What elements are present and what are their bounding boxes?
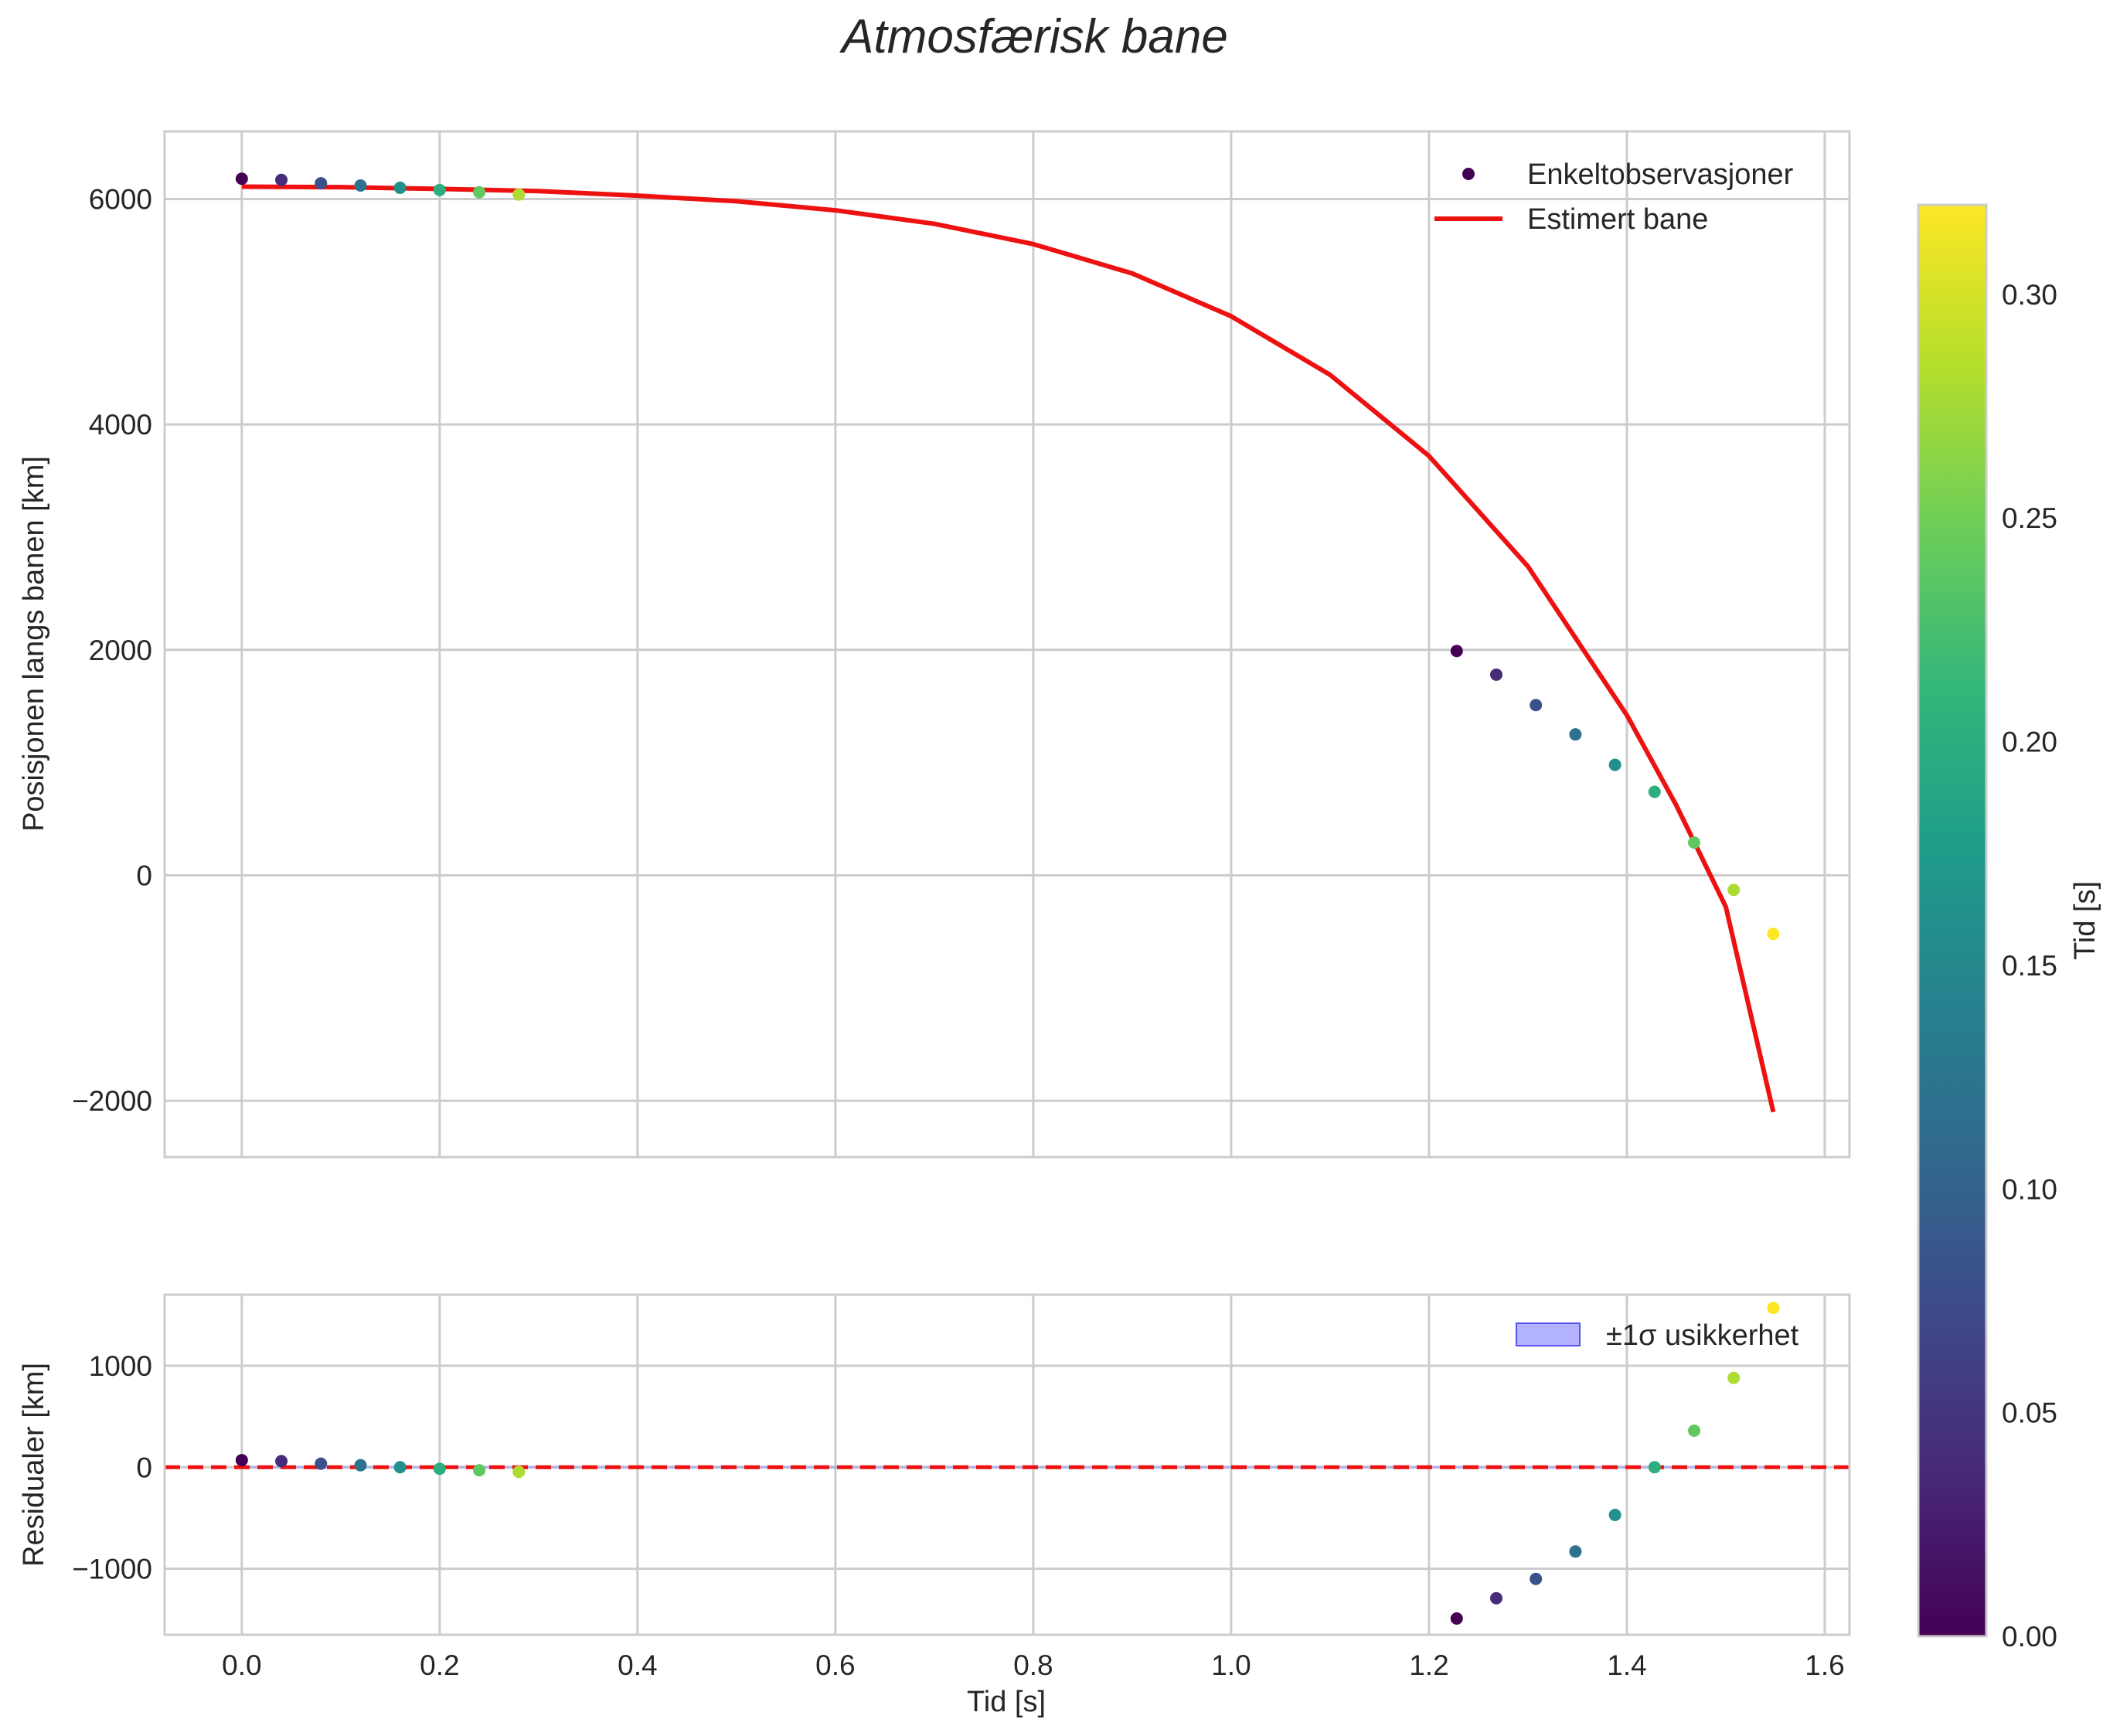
colorbar-tick-label: 0.30 (2002, 279, 2057, 311)
y-tick-label: −2000 (72, 1085, 152, 1117)
legend-label-uncertainty: ±1σ usikkerhet (1606, 1319, 1799, 1352)
x-tick-label: 1.2 (1409, 1649, 1448, 1681)
y-tick-label: 1000 (89, 1350, 152, 1382)
residual-axes-frame (163, 1293, 1851, 1636)
residual-point (354, 1459, 367, 1472)
observation-point (1727, 883, 1741, 897)
observation-point (433, 183, 446, 196)
observation-point (1569, 728, 1582, 741)
observation-point (275, 173, 288, 186)
y-tick-label: 4000 (89, 409, 152, 441)
y-tick-label: 2000 (89, 635, 152, 666)
residual-point (1530, 1572, 1543, 1585)
top-y-tick-labels: −2000 0 2000 4000 6000 (72, 183, 152, 1117)
observation-point (1450, 645, 1463, 658)
observation-point (354, 179, 367, 192)
observation-point (512, 188, 526, 201)
residual-legend: ±1σ usikkerhet (1516, 1319, 1799, 1352)
top-plot: −2000 0 2000 4000 6000 Posisjonen langs bane… (18, 130, 1851, 1159)
colorbar-tick-labels: 0.00 0.05 0.10 0.15 0.20 0.25 0.30 (2002, 279, 2057, 1653)
residual-point (1569, 1545, 1582, 1558)
colorbar-tick-label: 0.15 (2002, 950, 2057, 982)
observation-point (1530, 699, 1543, 712)
x-tick-label: 0.0 (222, 1649, 261, 1681)
residual-point (1608, 1509, 1621, 1522)
residual-point (1688, 1425, 1701, 1437)
top-legend: Enkeltobservasjoner Estimert bane (1434, 158, 1794, 236)
legend-scatter-marker (1462, 168, 1475, 180)
legend-label-estimated: Estimert bane (1527, 203, 1708, 236)
residual-point (1727, 1371, 1741, 1384)
observation-point (1648, 785, 1661, 798)
top-y-axis-label: Posisjonen langs banen [km] (18, 456, 50, 832)
residual-point (1490, 1591, 1503, 1605)
observation-point (473, 186, 486, 199)
colorbar: 0.00 0.05 0.10 0.15 0.20 0.25 0.30 Tid [s] (1917, 203, 2101, 1653)
legend-label-observations: Enkeltobservasjoner (1527, 158, 1794, 191)
observation-point (1490, 668, 1503, 681)
x-tick-label: 1.4 (1607, 1649, 1646, 1681)
residual-point (512, 1465, 526, 1479)
residual-point (235, 1454, 248, 1467)
x-tick-label: 0.2 (420, 1649, 459, 1681)
residual-point (275, 1455, 288, 1468)
colorbar-label: Tid [s] (2069, 881, 2101, 960)
observation-point (1608, 758, 1621, 771)
y-tick-label: 6000 (89, 183, 152, 215)
observation-point (235, 172, 248, 186)
residual-point (433, 1462, 446, 1476)
residual-point (1648, 1461, 1661, 1474)
residual-y-tick-labels: −1000 0 1000 (72, 1350, 152, 1585)
y-tick-label: −1000 (72, 1554, 152, 1585)
x-tick-labels: 0.0 0.2 0.4 0.6 0.8 1.0 1.2 1.4 1.6 (222, 1649, 1845, 1681)
observation-point (393, 181, 407, 194)
colorbar-tick-label: 0.10 (2002, 1173, 2057, 1205)
residual-plot: −1000 0 1000 0.0 0.2 0.4 0.6 0.8 1.0 1.2 1.4 1.6 R… (18, 1293, 1851, 1718)
colorbar-tick-label: 0.05 (2002, 1397, 2057, 1429)
residual-point (393, 1461, 407, 1474)
observation-point (315, 177, 328, 190)
residual-gridlines (165, 1295, 1849, 1635)
residual-point (1767, 1302, 1780, 1315)
x-tick-label: 1.6 (1805, 1649, 1844, 1681)
x-tick-label: 0.6 (815, 1649, 855, 1681)
colorbar-tick-label: 0.20 (2002, 727, 2057, 758)
chart-title: Atmosfærisk bane (839, 10, 1228, 63)
top-gridlines (165, 131, 1849, 1157)
x-tick-label: 1.0 (1211, 1649, 1251, 1681)
top-observation-points (235, 172, 1780, 941)
x-tick-label: 0.4 (618, 1649, 657, 1681)
residual-y-axis-label: Residualer [km] (18, 1363, 50, 1567)
observation-point (1688, 836, 1701, 849)
colorbar-tick-label: 0.00 (2002, 1621, 2057, 1653)
colorbar-gradient (1917, 203, 1988, 1638)
legend-band-swatch (1516, 1322, 1581, 1346)
residual-points (235, 1302, 1780, 1625)
y-tick-label: 0 (136, 859, 152, 891)
residual-point (315, 1457, 328, 1470)
colorbar-tick-label: 0.25 (2002, 502, 2057, 534)
residual-point (473, 1464, 486, 1477)
x-axis-label: Tid [s] (967, 1686, 1046, 1718)
x-tick-label: 0.8 (1013, 1649, 1053, 1681)
top-axes-frame (163, 130, 1851, 1159)
residual-point (1450, 1612, 1463, 1625)
y-tick-label: 0 (136, 1452, 152, 1483)
observation-point (1767, 928, 1780, 941)
